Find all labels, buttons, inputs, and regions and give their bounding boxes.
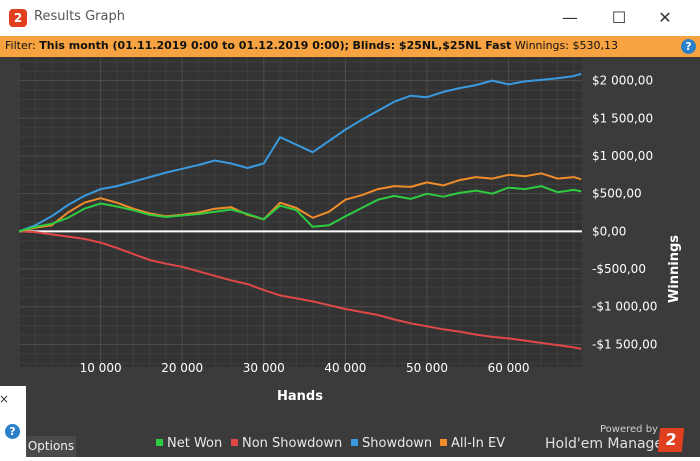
legend-item-net-won[interactable]: Net Won bbox=[156, 436, 222, 454]
y-tick-label: -$1 000,00 bbox=[592, 300, 657, 314]
legend-label: Non Showdown bbox=[242, 436, 343, 451]
filter-blinds: Blinds: $25NL,$25NL Fast bbox=[352, 39, 512, 52]
legend-label: Showdown bbox=[362, 436, 433, 451]
legend-label: All-In EV bbox=[451, 436, 506, 451]
options-button[interactable]: Options bbox=[26, 436, 76, 457]
legend-swatch bbox=[231, 439, 238, 446]
close-button[interactable]: ✕ bbox=[658, 8, 672, 27]
side-panel: × ? bbox=[0, 386, 26, 457]
title-bar: 2 Results Graph — ☐ ✕ bbox=[0, 0, 700, 36]
filter-bar: Filter: This month (01.11.2019 0:00 to 0… bbox=[0, 36, 700, 57]
graph-panel: $2 000,00 $1 500,00 $1 000,00 $500,00 $0,00 -… bbox=[0, 57, 700, 457]
legend-item-all-in-ev[interactable]: All-In EV bbox=[440, 436, 505, 454]
filter-winnings: Winnings: $530,13 bbox=[514, 39, 618, 52]
y-tick-label: $2 000,00 bbox=[592, 74, 653, 88]
x-axis-ticks: 10 000 20 000 30 000 40 000 50 000 60 000 bbox=[80, 361, 530, 375]
legend-label: Net Won bbox=[167, 436, 223, 451]
help-icon[interactable]: ? bbox=[681, 39, 696, 54]
y-tick-label: $1 500,00 bbox=[592, 111, 653, 125]
brand-logo-icon: 2 bbox=[657, 428, 685, 452]
y-tick-label: -$1 500,00 bbox=[592, 337, 657, 351]
minimize-button[interactable]: — bbox=[562, 8, 578, 27]
filter-label: Filter: bbox=[5, 39, 36, 52]
series-line-non-showdown bbox=[18, 230, 582, 350]
filter-period: This month (01.11.2019 0:00 to 01.12.201… bbox=[39, 39, 350, 52]
maximize-button[interactable]: ☐ bbox=[611, 8, 627, 27]
brand-name: Hold'em Manager bbox=[545, 436, 669, 452]
powered-by-label: Powered by bbox=[600, 424, 658, 435]
y-axis-label: Winnings bbox=[667, 235, 682, 303]
major-grid bbox=[19, 58, 582, 367]
x-tick-label: 50 000 bbox=[406, 361, 448, 375]
y-tick-label: $500,00 bbox=[592, 187, 642, 201]
help-icon[interactable]: ? bbox=[5, 424, 20, 439]
series-lines bbox=[18, 72, 582, 350]
window-title: Results Graph bbox=[34, 9, 125, 24]
legend-item-showdown[interactable]: Showdown bbox=[351, 436, 432, 454]
y-tick-label: -$500,00 bbox=[592, 262, 646, 276]
legend-item-non-showdown[interactable]: Non Showdown bbox=[231, 436, 342, 454]
close-icon[interactable]: × bbox=[0, 392, 10, 406]
results-graph: $2 000,00 $1 500,00 $1 000,00 $500,00 $0,00 -… bbox=[18, 58, 682, 404]
y-tick-label: $1 000,00 bbox=[592, 149, 653, 163]
x-tick-label: 10 000 bbox=[80, 361, 122, 375]
legend-swatch bbox=[351, 439, 358, 446]
legend-swatch bbox=[440, 439, 447, 446]
series-line-showdown bbox=[18, 72, 582, 233]
x-tick-label: 60 000 bbox=[488, 361, 530, 375]
x-tick-label: 40 000 bbox=[324, 361, 366, 375]
x-axis-label: Hands bbox=[277, 389, 323, 404]
app-logo-icon: 2 bbox=[9, 9, 27, 27]
legend-swatch bbox=[156, 439, 163, 446]
series-line-all-in-ev bbox=[18, 172, 582, 233]
x-tick-label: 30 000 bbox=[243, 361, 285, 375]
y-axis-ticks: $2 000,00 $1 500,00 $1 000,00 $500,00 $0,00 -… bbox=[592, 74, 657, 352]
series-line-net-won bbox=[18, 185, 582, 233]
x-tick-label: 20 000 bbox=[161, 361, 203, 375]
y-tick-label: $0,00 bbox=[592, 224, 626, 238]
